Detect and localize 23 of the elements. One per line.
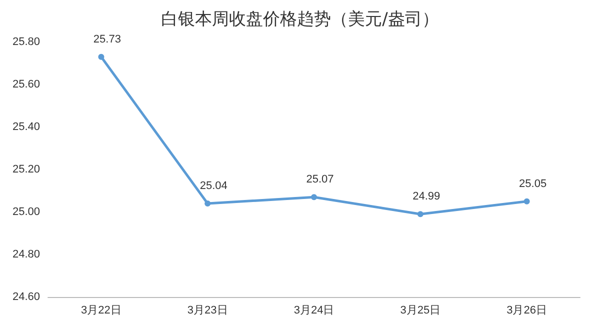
x-tick-label: 3月25日 <box>400 304 441 316</box>
y-tick-label: 25.00 <box>12 206 40 218</box>
point <box>417 211 424 218</box>
x-tick-label: 3月26日 <box>506 304 547 316</box>
point <box>204 200 211 206</box>
y-tick-label: 25.60 <box>12 78 40 90</box>
y-tick-label: 25.40 <box>12 121 40 133</box>
y-tick-label: 25.80 <box>12 36 40 48</box>
data-label: 25.07 <box>306 174 334 186</box>
point <box>98 54 104 60</box>
data-label: 25.04 <box>200 180 228 192</box>
chart-title: 白银本周收盘价格趋势（美元/盎司） <box>161 10 439 30</box>
x-tick-label: 3月24日 <box>294 304 334 316</box>
point <box>524 198 530 204</box>
point <box>311 194 317 200</box>
data-label: 25.05 <box>519 178 547 190</box>
y-tick-label: 24.80 <box>12 248 40 260</box>
y-tick-label: 24.60 <box>12 291 40 303</box>
y-tick-label: 25.20 <box>12 164 40 176</box>
x-tick-label: 3月23日 <box>187 304 228 316</box>
x-tick-label: 3月22日 <box>81 304 122 316</box>
data-label: 25.73 <box>93 33 121 46</box>
data-label: 24.99 <box>412 190 440 203</box>
